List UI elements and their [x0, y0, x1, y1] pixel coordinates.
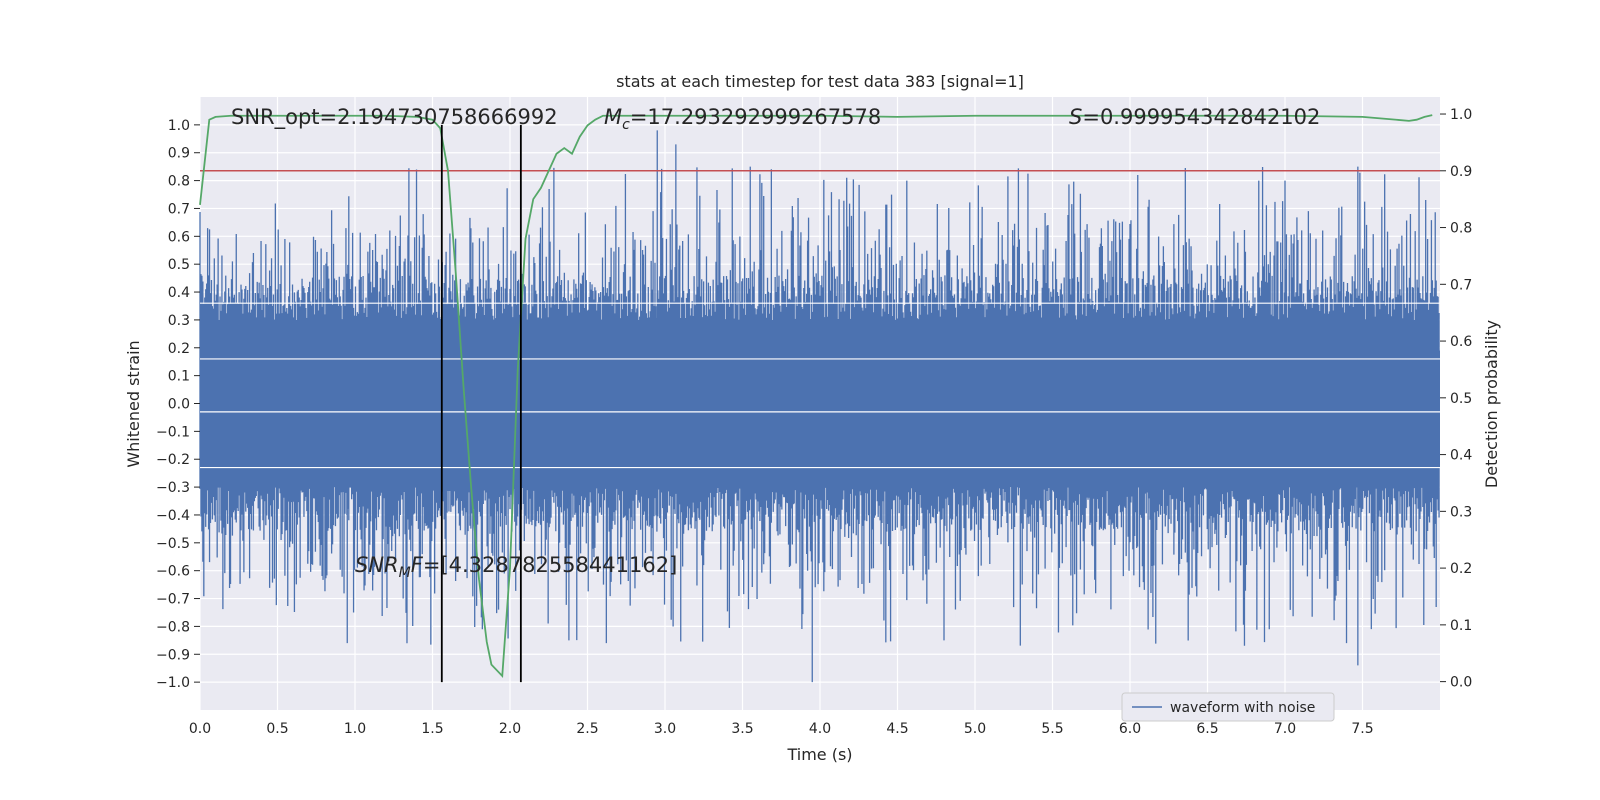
- y-tick-label: −0.8: [156, 619, 190, 635]
- y2-tick-label: 0.2: [1450, 561, 1472, 577]
- x-tick-label: 3.0: [654, 721, 676, 737]
- y2-tick-label: 0.8: [1450, 221, 1472, 237]
- y-tick-label: 0.9: [168, 146, 190, 162]
- legend-box: [1121, 692, 1335, 722]
- y-tick-label: 0.4: [168, 285, 190, 301]
- y-tick-label: 0.6: [168, 229, 190, 245]
- annotation-snr-mf: SNRMF=[4.328782558441162]: [355, 553, 677, 581]
- y2-axis-label: Detection probability: [1482, 320, 1501, 488]
- x-tick-label: 7.0: [1274, 721, 1296, 737]
- y-tick-label: −0.9: [156, 647, 190, 663]
- event-markers: [440, 124, 522, 683]
- y-tick-label: −0.3: [156, 480, 190, 496]
- y2-tick-label: 0.9: [1450, 164, 1472, 180]
- annotation-mc: Mc=17.293292999267578: [604, 105, 881, 133]
- probability-line: [199, 114, 1433, 679]
- annotation-s-value: =0.999954342842102: [1082, 105, 1320, 129]
- y-tick-label: −0.2: [156, 452, 190, 468]
- y-tick-label: 0.0: [168, 397, 190, 413]
- y-tick-label: −0.5: [156, 536, 190, 552]
- y-tick-label: 0.7: [168, 201, 190, 217]
- y-tick-label: −1.0: [156, 675, 190, 691]
- x-tick-label: 4.0: [809, 721, 831, 737]
- y-axis-label: Whitened strain: [124, 340, 143, 467]
- x-tick-label: 6.0: [1119, 721, 1141, 737]
- y-tick-label: 0.3: [168, 313, 190, 329]
- annotation-snr-opt: SNR_opt=2.194730758666992: [231, 105, 558, 130]
- waveform-series: [199, 130, 1440, 683]
- x-tick-label: 1.0: [344, 721, 366, 737]
- y2-tick-label: 0.3: [1450, 504, 1472, 520]
- y2-tick-label: 1.0: [1450, 107, 1472, 123]
- y-tick-label: −0.7: [156, 592, 190, 608]
- y2-tick-label: 0.6: [1450, 334, 1472, 350]
- x-tick-label: 2.5: [576, 721, 598, 737]
- x-tick-label: 1.5: [421, 721, 443, 737]
- y2-tick-label: 0.1: [1450, 618, 1472, 634]
- y2-axis-ticks: 1.0 0.9 0.8 0.7 0.6 0.5 0.4 0.3 0.2 0.1 0.0: [1440, 107, 1472, 691]
- x-tick-label: 6.5: [1196, 721, 1218, 737]
- x-tick-label: 5.5: [1041, 721, 1063, 737]
- x-tick-label: 2.0: [499, 721, 521, 737]
- y2-tick-label: 0.5: [1450, 391, 1472, 407]
- waveform-dense-band: [200, 350, 1440, 468]
- legend: waveform with noise: [1121, 692, 1335, 722]
- probability-series: [199, 114, 1433, 679]
- y-tick-label: 0.8: [168, 174, 190, 190]
- y-tick-label: 0.1: [168, 369, 190, 385]
- x-axis-label: Time (s): [786, 745, 852, 764]
- y-tick-label: −0.1: [156, 424, 190, 440]
- y2-tick-label: 0.4: [1450, 448, 1472, 464]
- y-tick-label: 0.5: [168, 257, 190, 273]
- x-tick-label: 0.0: [189, 721, 211, 737]
- x-tick-label: 5.0: [964, 721, 986, 737]
- x-tick-label: 0.5: [266, 721, 288, 737]
- legend-label: waveform with noise: [1170, 700, 1315, 716]
- y2-tick-label: 0.7: [1450, 277, 1472, 293]
- y-axis-ticks: 1.0 0.9 0.8 0.7 0.6 0.5 0.4 0.3 0.2 0.1 0.0 −0.1 −0.…: [156, 118, 200, 691]
- y-tick-label: −0.6: [156, 564, 190, 580]
- y-tick-label: 1.0: [168, 118, 190, 134]
- x-tick-label: 3.5: [731, 721, 753, 737]
- annotation-mc-value: =17.293292999267578: [630, 105, 881, 129]
- x-axis-ticks: 0.0 0.5 1.0 1.5 2.0 2.5 3.0 3.5 4.0 4.5 5.0 5.5 6.0 6…: [189, 721, 1374, 737]
- chart-title: stats at each timestep for test data 383…: [616, 72, 1024, 91]
- annotation-s: S=0.999954342842102: [1069, 105, 1320, 129]
- x-tick-label: 7.5: [1351, 721, 1373, 737]
- y-tick-label: 0.2: [168, 341, 190, 357]
- y2-tick-label: 0.0: [1450, 675, 1472, 691]
- annotation-snr-mf-value: =[4.328782558441162]: [423, 553, 677, 577]
- y-tick-label: −0.4: [156, 508, 190, 524]
- x-tick-label: 4.5: [886, 721, 908, 737]
